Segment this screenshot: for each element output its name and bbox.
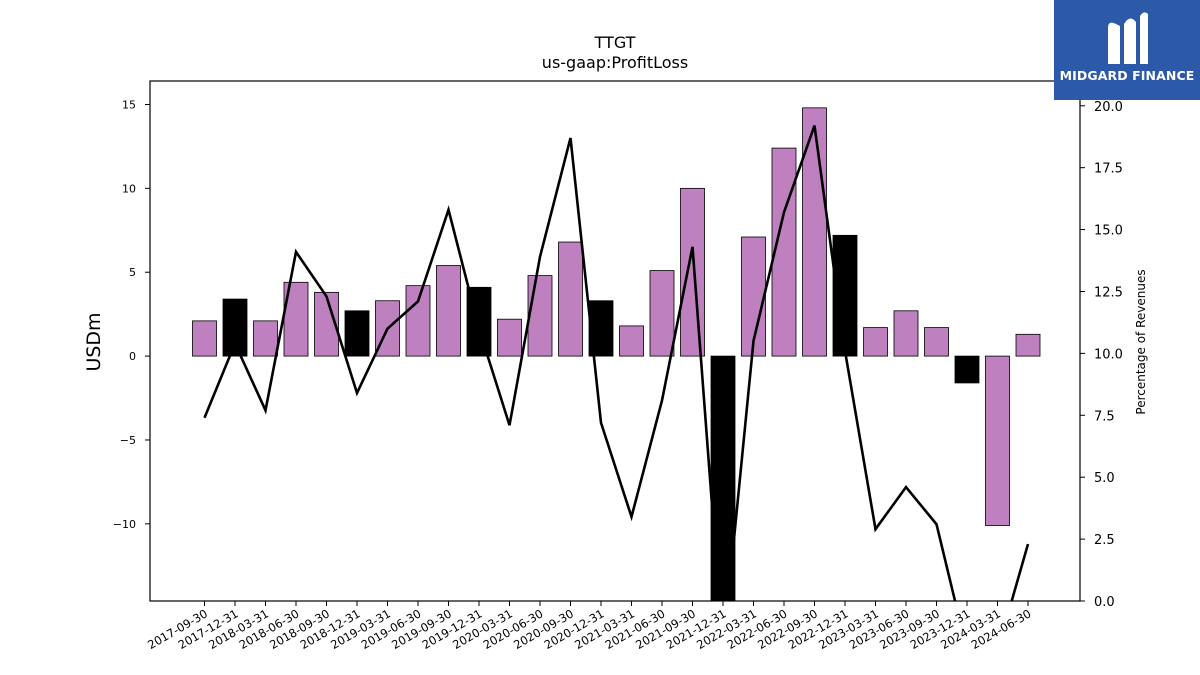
bar: [253, 320, 278, 357]
y2-tick-label: 5.0: [1094, 471, 1115, 486]
bar: [863, 327, 888, 357]
bar: [802, 107, 827, 357]
midgard-finance-logo: MIDGARD FINANCE: [1054, 0, 1200, 100]
y2-tick-label: 0.0: [1094, 595, 1115, 610]
y2-tick-label: 7.5: [1094, 409, 1115, 424]
bar: [710, 355, 736, 601]
bar: [497, 318, 522, 357]
y-tick-label: 0: [129, 350, 136, 363]
bar: [954, 355, 980, 384]
bar: [771, 147, 797, 357]
logo-mark-icon: [1108, 12, 1148, 65]
y2-tick-label: 20.0: [1094, 100, 1123, 115]
chart-subtitle: us-gaap:ProfitLoss: [542, 53, 688, 72]
y2-tick-label: 17.5: [1094, 162, 1123, 177]
y2-tick-label: 15.0: [1094, 224, 1123, 239]
bar: [1015, 333, 1041, 357]
bar: [192, 320, 217, 357]
y2-tick-label: 10.0: [1094, 347, 1123, 362]
y-tick-label: −10: [113, 518, 136, 531]
bar: [558, 241, 583, 357]
bar: [924, 327, 949, 357]
bar: [985, 355, 1010, 526]
chart-title: TTGT: [594, 33, 636, 52]
bar: [222, 298, 248, 357]
bar: [344, 310, 370, 357]
bar: [893, 310, 919, 357]
bar-series: [192, 107, 1041, 601]
bar: [649, 270, 675, 357]
line-series: [203, 125, 1030, 601]
bar: [436, 265, 461, 357]
y2-axis-label: Percentage of Revenues: [1134, 269, 1148, 414]
y2-tick-label: 12.5: [1094, 285, 1123, 300]
y-tick-label: −5: [120, 434, 136, 447]
y2-tick-label: 2.5: [1094, 533, 1115, 548]
bar: [619, 325, 644, 357]
bar: [527, 275, 553, 357]
y-tick-label: 5: [129, 266, 136, 279]
plot-frame: [149, 80, 1081, 602]
y-tick-label: 10: [122, 182, 136, 195]
y-axis-label: USDm: [83, 312, 105, 371]
bar: [680, 187, 705, 357]
logo-text: MIDGARD FINANCE: [1059, 68, 1195, 83]
bar: [405, 285, 431, 357]
y-tick-label: 15: [122, 98, 136, 111]
percentage-line: [203, 125, 1030, 601]
